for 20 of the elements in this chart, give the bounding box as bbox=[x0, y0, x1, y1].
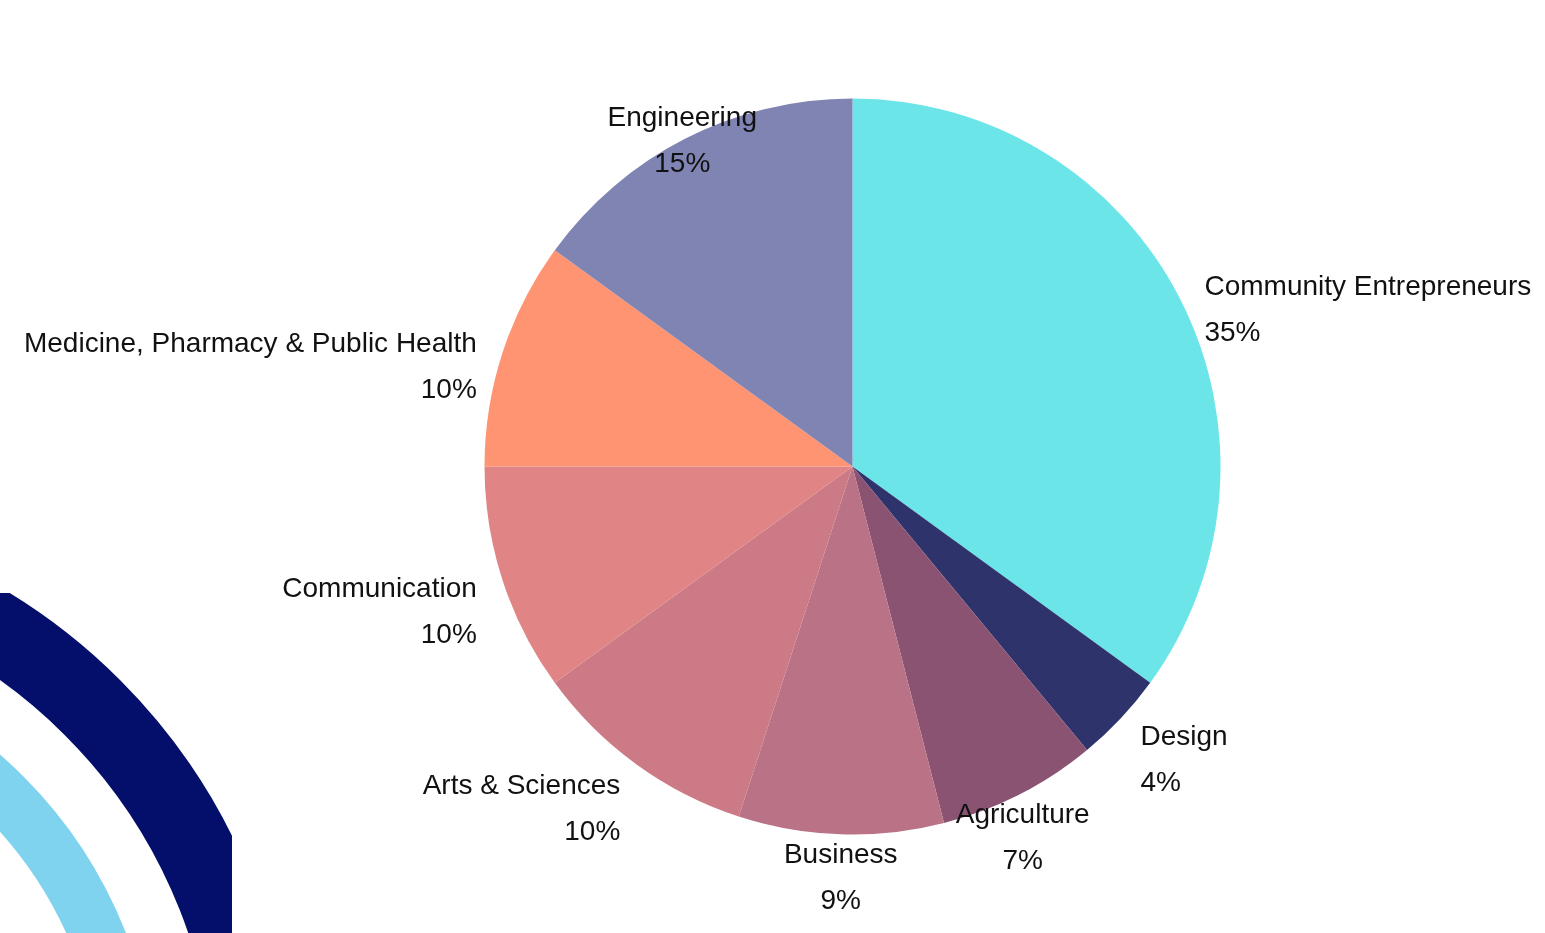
slice-label: Arts & Sciences bbox=[422, 769, 621, 801]
data-label: 7% bbox=[1002, 843, 1043, 875]
pie-slice bbox=[738, 466, 945, 835]
data-label: 10% bbox=[420, 373, 477, 405]
slice-label: Engineering bbox=[607, 101, 757, 133]
data-label: 9% bbox=[820, 884, 861, 916]
slice-label: Medicine, Pharmacy & Public Health bbox=[23, 327, 477, 359]
slice-label: Business bbox=[783, 838, 898, 870]
data-label: 15% bbox=[654, 147, 711, 179]
data-label: 4% bbox=[1140, 765, 1181, 797]
slice-label: Agriculture bbox=[955, 797, 1090, 829]
slice-label: Design bbox=[1140, 719, 1228, 751]
pie-slice bbox=[484, 466, 853, 683]
pie-slice bbox=[554, 98, 853, 467]
slice-label: Communication bbox=[282, 571, 477, 603]
data-label: 10% bbox=[564, 815, 621, 847]
data-label: 35% bbox=[1204, 316, 1261, 348]
data-label: 10% bbox=[420, 617, 477, 649]
pie-slice bbox=[484, 250, 853, 467]
slice-label: Community Entrepreneurs bbox=[1204, 270, 1532, 302]
